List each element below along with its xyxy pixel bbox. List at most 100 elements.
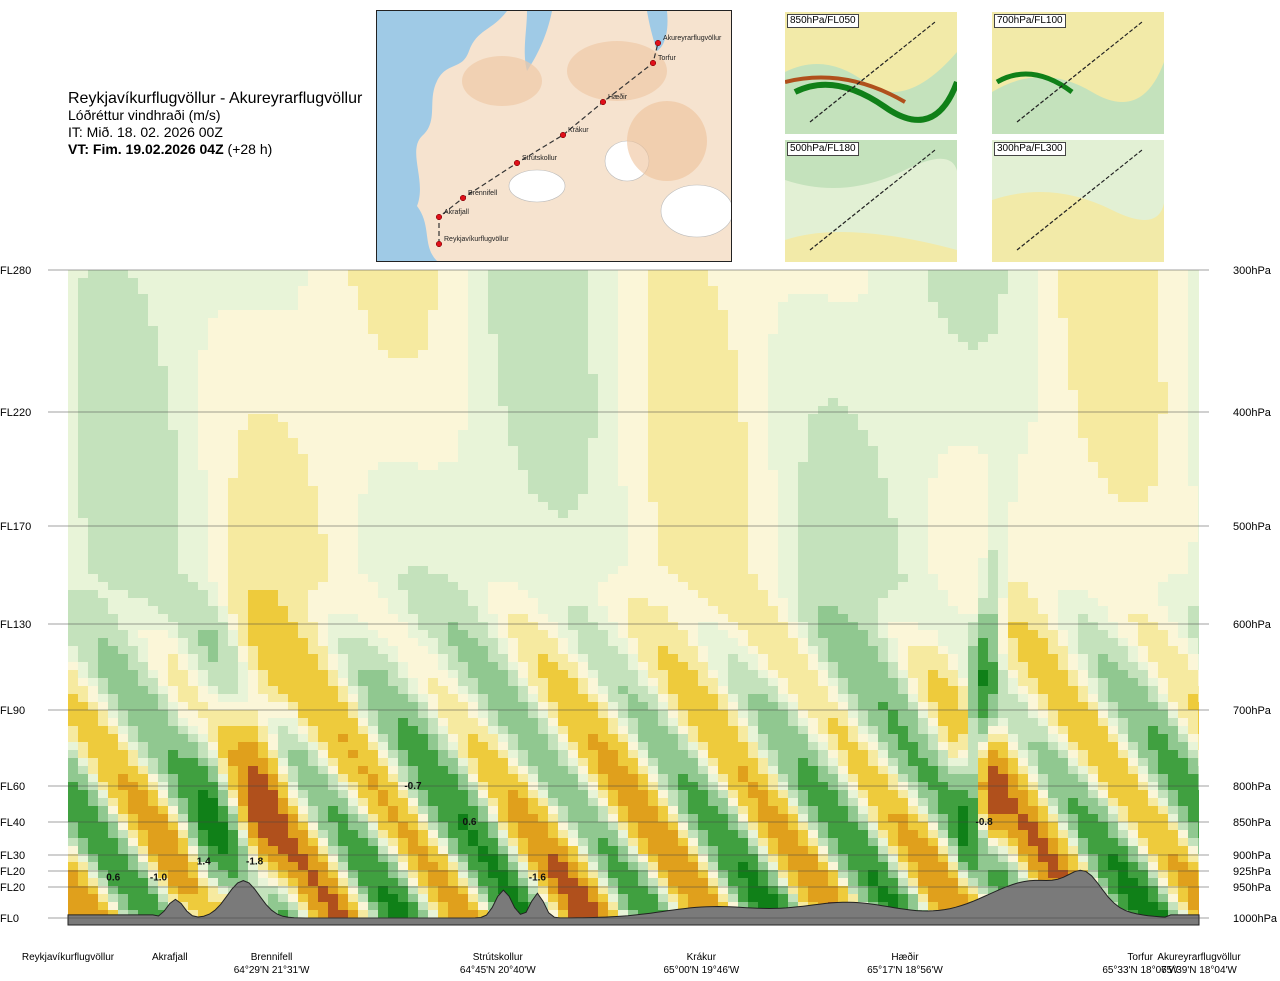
- field-cell: [788, 310, 799, 319]
- field-cell: [998, 574, 1009, 583]
- field-cell: [1198, 286, 1199, 295]
- field-cell: [738, 302, 749, 311]
- field-cell: [1118, 390, 1129, 399]
- field-cell: [1078, 494, 1089, 503]
- field-cell: [338, 302, 349, 311]
- field-cell: [718, 302, 729, 311]
- field-cell: [1058, 550, 1069, 559]
- field-cell: [288, 470, 299, 479]
- field-cell: [628, 390, 639, 399]
- field-cell: [188, 542, 199, 551]
- field-cell: [258, 502, 269, 511]
- field-cell: [588, 302, 599, 311]
- field-cell: [888, 510, 899, 519]
- field-cell: [498, 406, 509, 415]
- field-cell: [528, 574, 539, 583]
- field-cell: [698, 278, 709, 287]
- field-cell: [598, 478, 609, 487]
- field-cell: [588, 574, 599, 583]
- field-cell: [288, 526, 299, 535]
- field-cell: [148, 558, 159, 567]
- field-cell: [398, 566, 409, 575]
- field-cell: [378, 302, 389, 311]
- field-cell: [418, 510, 429, 519]
- field-cell: [188, 294, 199, 303]
- field-cell: [248, 534, 259, 543]
- field-cell: [788, 478, 799, 487]
- field-cell: [818, 550, 829, 559]
- field-cell: [298, 422, 309, 431]
- field-cell: [978, 510, 989, 519]
- field-cell: [458, 342, 469, 351]
- field-cell: [998, 494, 1009, 503]
- field-cell: [918, 494, 929, 503]
- field-cell: [78, 422, 89, 431]
- field-cell: [748, 294, 759, 303]
- field-cell: [498, 374, 509, 383]
- field-cell: [138, 518, 149, 527]
- inset-map-300: 300hPa/FL300: [992, 140, 1164, 262]
- field-cell: [558, 486, 569, 495]
- field-cell: [178, 550, 189, 559]
- field-cell: [958, 310, 969, 319]
- field-cell: [1048, 574, 1059, 583]
- field-cell: [1058, 486, 1069, 495]
- field-cell: [658, 342, 669, 351]
- field-cell: [998, 598, 1009, 607]
- field-cell: [318, 310, 329, 319]
- field-cell: [278, 614, 289, 623]
- field-cell: [148, 510, 159, 519]
- field-cell: [928, 406, 939, 415]
- field-cell: [598, 446, 609, 455]
- field-cell: [368, 390, 379, 399]
- field-cell: [798, 294, 809, 303]
- field-cell: [558, 382, 569, 391]
- field-cell: [218, 566, 229, 575]
- field-cell: [608, 318, 619, 327]
- field-cell: [668, 454, 679, 463]
- field-cell: [908, 422, 919, 431]
- field-cell: [1088, 390, 1099, 399]
- field-cell: [448, 494, 459, 503]
- field-cell: [918, 470, 929, 479]
- field-cell: [878, 534, 889, 543]
- field-cell: [928, 278, 939, 287]
- field-cell: [908, 438, 919, 447]
- field-cell: [78, 526, 89, 535]
- field-cell: [1048, 318, 1059, 327]
- field-cell: [398, 486, 409, 495]
- field-cell: [258, 286, 269, 295]
- field-cell: [238, 430, 249, 439]
- field-cell: [958, 542, 969, 551]
- field-cell: [588, 350, 599, 359]
- field-cell: [658, 414, 669, 423]
- field-cell: [798, 550, 809, 559]
- field-cell: [188, 502, 199, 511]
- field-cell: [338, 422, 349, 431]
- field-cell: [708, 430, 719, 439]
- field-cell: [178, 390, 189, 399]
- field-cell: [268, 574, 279, 583]
- field-cell: [358, 398, 369, 407]
- field-cell: [1178, 366, 1189, 375]
- field-cell: [428, 270, 439, 279]
- field-cell: [108, 414, 119, 423]
- field-cell: [258, 486, 269, 495]
- field-cell: [1058, 398, 1069, 407]
- field-cell: [678, 518, 689, 527]
- field-cell: [718, 318, 729, 327]
- field-cell: [568, 278, 579, 287]
- field-cell: [368, 302, 379, 311]
- field-cell: [438, 366, 449, 375]
- field-cell: [1128, 518, 1139, 527]
- field-cell: [628, 518, 639, 527]
- field-cell: [1098, 270, 1109, 279]
- field-cell: [78, 398, 89, 407]
- field-cell: [598, 302, 609, 311]
- field-cell: [718, 366, 729, 375]
- field-cell: [578, 614, 589, 623]
- field-cell: [818, 598, 829, 607]
- field-cell: [738, 438, 749, 447]
- field-cell: [208, 582, 219, 591]
- field-cell: [708, 414, 719, 423]
